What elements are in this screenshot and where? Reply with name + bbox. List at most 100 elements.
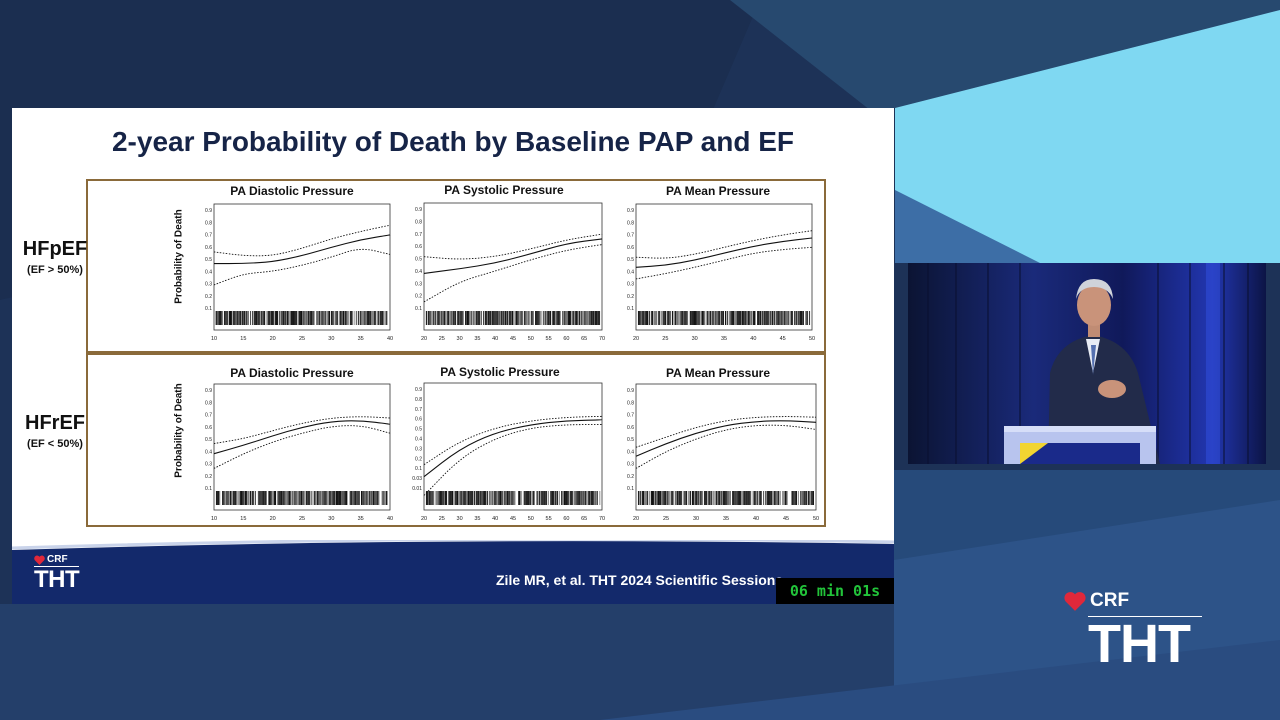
estimate-line <box>423 238 603 274</box>
row-subtitle: (EF < 50%) <box>27 438 83 450</box>
estimate-line <box>635 420 817 457</box>
x-tick-label: 35 <box>474 516 480 522</box>
x-tick-label: 60 <box>563 336 569 342</box>
y-tick-label: 0.6 <box>415 417 422 423</box>
presentation-slide: 2-year Probability of Death by Baseline … <box>12 108 894 604</box>
confidence-band-line <box>213 416 391 445</box>
confidence-band-line <box>635 246 813 280</box>
y-tick-label: 0.2 <box>205 294 212 300</box>
row-label-hfpef: HFpEF (EF > 50%) <box>16 238 94 276</box>
x-tick-label: 25 <box>663 516 669 522</box>
x-tick-label: 50 <box>528 336 534 342</box>
y-tick-label: 0.3 <box>205 462 212 468</box>
x-tick-label: 40 <box>387 336 393 342</box>
y-tick-label: 0.2 <box>415 456 422 462</box>
y-tick-label: 0.6 <box>627 245 634 251</box>
y-tick-label: 0.4 <box>627 449 634 455</box>
y-tick-label: 0.01 <box>412 486 422 492</box>
y-tick-label: 0.03 <box>412 476 422 482</box>
slide-title: 2-year Probability of Death by Baseline … <box>111 126 795 157</box>
rug-plot <box>425 491 601 505</box>
y-tick-label: 0.8 <box>415 397 422 403</box>
y-tick-label: 0.7 <box>627 413 634 419</box>
logo-brand: CRF <box>47 554 68 565</box>
crf-tht-logo-large: CRF THT <box>1062 590 1202 671</box>
row-label-hfref: HFrEF (EF < 50%) <box>16 412 94 450</box>
x-tick-label: 20 <box>633 516 639 522</box>
y-tick-label: 0.7 <box>415 232 422 238</box>
x-tick-label: 20 <box>270 336 276 342</box>
y-tick-label: 0.4 <box>205 449 212 455</box>
y-tick-label: 0.5 <box>415 257 422 263</box>
citation: Zile MR, et al. THT 2024 Scientific Sess… <box>496 572 784 588</box>
row-title: HFrEF <box>25 412 85 434</box>
confidence-band-line <box>423 415 603 466</box>
chart-pa-mean-hfpef: 0.9 0.8 0.7 0.6 0.5 0.4 0.3 0.2 0.1 20 25 30 35 40 45 5… <box>627 203 815 342</box>
logo-event: THT <box>34 566 80 593</box>
rug-plot <box>637 311 811 325</box>
y-tick-label: 0.4 <box>415 437 422 443</box>
y-tick-label: 0.1 <box>415 306 422 312</box>
x-tick-label: 45 <box>510 516 516 522</box>
y-tick-label: 0.3 <box>627 462 634 468</box>
plot-frame <box>423 202 603 331</box>
x-tick-label: 40 <box>753 516 759 522</box>
x-tick-label: 55 <box>546 516 552 522</box>
y-tick-label: 0.3 <box>415 446 422 452</box>
chart-title: PA Diastolic Pressure <box>230 366 354 380</box>
y-tick-label: 0.3 <box>627 282 634 288</box>
x-tick-label: 30 <box>692 336 698 342</box>
y-tick-label: 0.6 <box>627 425 634 431</box>
y-axis-label: Probability of Death <box>173 209 185 304</box>
y-tick-label: 0.9 <box>415 387 422 393</box>
x-tick-label: 70 <box>599 516 605 522</box>
y-tick-label: 0.7 <box>205 413 212 419</box>
rug-plot <box>215 311 388 325</box>
y-tick-label: 0.7 <box>205 233 212 239</box>
heart-icon <box>34 555 45 565</box>
x-tick-label: 20 <box>421 336 427 342</box>
chart-pa-mean-hfref: 0.9 0.8 0.7 0.6 0.5 0.4 0.3 0.2 0.1 20 25 30 35 40 45 5… <box>627 383 819 522</box>
y-tick-label: 0.2 <box>627 294 634 300</box>
x-tick-label: 35 <box>358 336 364 342</box>
y-tick-label: 0.6 <box>205 245 212 251</box>
y-tick-label: 0.8 <box>205 400 212 406</box>
y-tick-label: 0.4 <box>415 269 422 275</box>
y-tick-label: 0.6 <box>205 425 212 431</box>
y-tick-label: 0.1 <box>205 486 212 492</box>
x-tick-label: 60 <box>563 516 569 522</box>
x-tick-label: 35 <box>474 336 480 342</box>
x-tick-label: 25 <box>299 336 305 342</box>
x-tick-label: 30 <box>328 516 334 522</box>
x-tick-label: 25 <box>299 516 305 522</box>
x-tick-label: 65 <box>581 336 587 342</box>
confidence-band-line <box>423 233 603 260</box>
y-tick-label: 0.8 <box>627 400 634 406</box>
slide-footer-band <box>12 540 894 604</box>
x-tick-label: 25 <box>439 516 445 522</box>
chart-pa-diastolic-hfref: 0.9 0.8 0.7 0.6 0.5 0.4 0.3 0.2 0.1 10 15 20 25 30 35 4… <box>205 383 393 522</box>
estimate-line <box>423 419 603 478</box>
logo-brand: CRF <box>1090 590 1130 611</box>
y-tick-label: 0.5 <box>205 257 212 263</box>
x-tick-label: 50 <box>809 336 815 342</box>
y-tick-label: 0.3 <box>205 282 212 288</box>
y-tick-label: 0.5 <box>627 257 634 263</box>
estimate-line <box>214 234 391 265</box>
x-tick-label: 40 <box>492 336 498 342</box>
x-tick-label: 35 <box>358 516 364 522</box>
row-title: HFpEF <box>22 238 88 260</box>
x-tick-label: 25 <box>439 336 445 342</box>
x-tick-label: 30 <box>457 336 463 342</box>
chart-title: PA Systolic Pressure <box>440 365 560 379</box>
row-subtitle: (EF > 50%) <box>27 264 83 276</box>
y-tick-label: 0.1 <box>415 466 422 472</box>
x-tick-label: 40 <box>387 516 393 522</box>
y-tick-label: 0.1 <box>205 306 212 312</box>
chart-pa-systolic-hfpef: 0.9 0.8 0.7 0.6 0.5 0.4 0.3 0.2 0.1 20 25 30 35 40 45 5… <box>415 202 605 342</box>
x-tick-label: 15 <box>240 336 246 342</box>
x-tick-label: 50 <box>528 516 534 522</box>
confidence-band-line <box>213 248 391 286</box>
chart-title: PA Mean Pressure <box>665 366 771 380</box>
y-tick-label: 0.6 <box>415 244 422 250</box>
